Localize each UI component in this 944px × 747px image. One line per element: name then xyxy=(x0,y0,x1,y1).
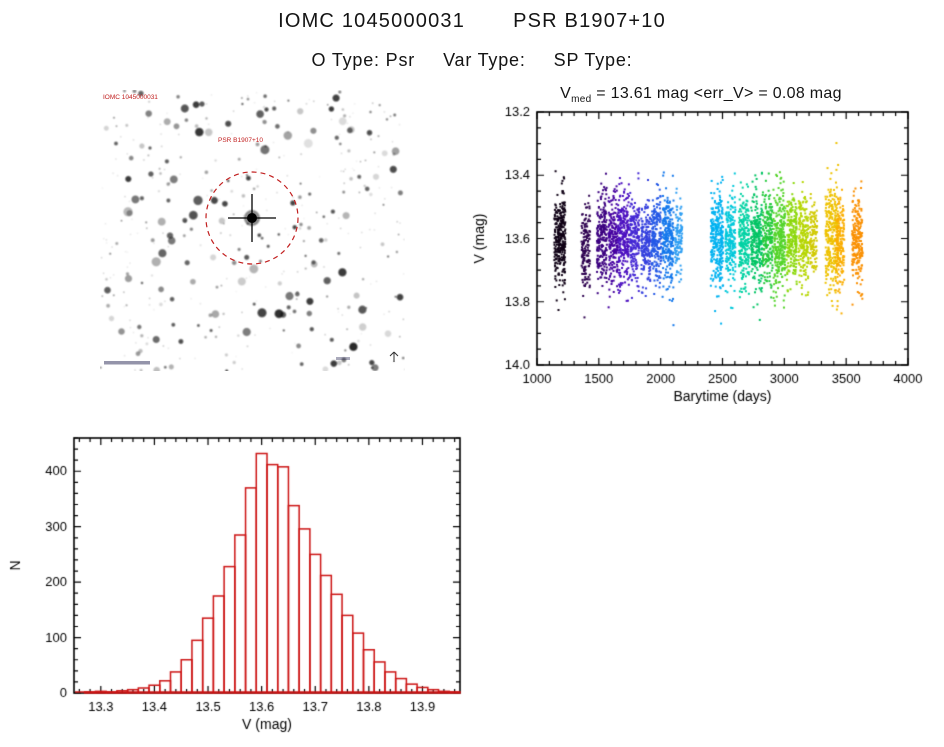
source-id: IOMC 1045000031 xyxy=(278,10,466,32)
sptype-label: SP Type: xyxy=(553,50,633,70)
svg-text:IOMC 1045000031: IOMC 1045000031 xyxy=(103,94,158,101)
svg-text:PSR B1907+10: PSR B1907+10 xyxy=(218,137,263,144)
vartype-label: Var Type: xyxy=(443,50,526,70)
magnitude-histogram xyxy=(2,420,482,745)
vmed-symbol: V xyxy=(560,85,572,102)
lightcurve-plot xyxy=(468,104,934,404)
page-title: IOMC 1045000031 PSR B1907+10 xyxy=(0,10,944,33)
lightcurve-title: Vmed = 13.61 mag <err_V> = 0.08 mag xyxy=(462,85,940,105)
finding-chart: IOMC 1045000031 PSR B1907+10 xyxy=(100,90,405,371)
source-name: PSR B1907+10 xyxy=(513,10,666,32)
vmed-subscript: med xyxy=(571,94,592,106)
page-subtitle: O Type: Psr Var Type: SP Type: xyxy=(0,50,944,71)
otype-label: O Type: Psr xyxy=(311,50,416,70)
vmed-value-text: = 13.61 mag <err_V> = 0.08 mag xyxy=(591,85,842,102)
